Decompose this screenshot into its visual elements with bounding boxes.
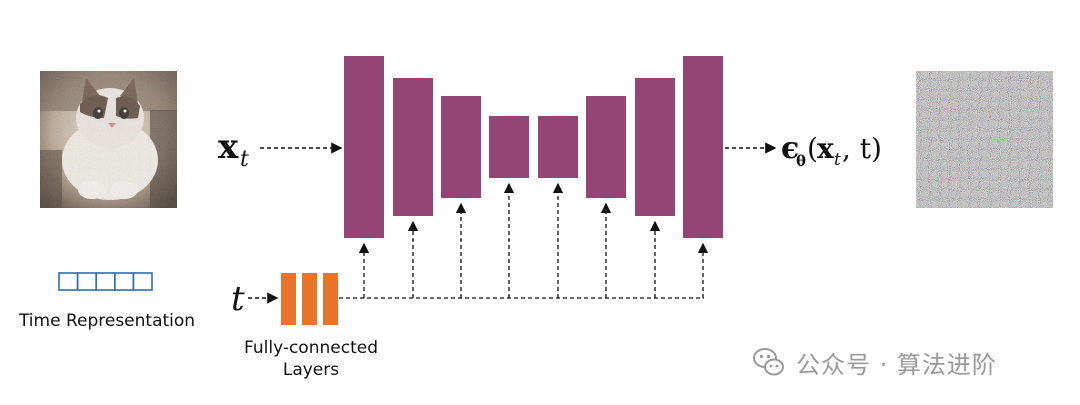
svg-text:x: x bbox=[218, 127, 239, 167]
noise-output-image bbox=[916, 71, 1053, 208]
unet-decoder-block-2 bbox=[635, 78, 675, 216]
svg-text:θ: θ bbox=[796, 152, 806, 170]
time-input-label: t bbox=[231, 279, 245, 319]
time-representation-label: Time Representation bbox=[18, 311, 195, 331]
unet-decoder-block-1 bbox=[586, 96, 626, 198]
svg-text:t: t bbox=[834, 150, 841, 170]
unet-encoder-block-2 bbox=[393, 78, 433, 216]
svg-text:ϵ: ϵ bbox=[781, 131, 799, 166]
watermark: 公众号 · 算法进阶 bbox=[752, 345, 997, 379]
unet-encoder-block-3 bbox=[441, 96, 481, 198]
unet-bottleneck-block-2 bbox=[538, 116, 578, 178]
wechat-icon bbox=[753, 348, 784, 376]
unet-decoder-block-3 bbox=[683, 56, 723, 238]
svg-text:, t): , t) bbox=[842, 132, 882, 165]
fully-connected-layers bbox=[281, 273, 338, 325]
svg-text:(: ( bbox=[807, 132, 818, 165]
svg-text:t: t bbox=[240, 147, 249, 172]
time-embedding-connections bbox=[339, 182, 709, 299]
unet-encoder-block-1 bbox=[344, 56, 384, 238]
svg-text:x: x bbox=[817, 132, 834, 165]
fc-label-line2: Layers bbox=[283, 360, 339, 380]
time-representation-vector bbox=[58, 272, 153, 291]
output-label-eps-theta: ϵ θ ( x t , t) bbox=[781, 131, 882, 170]
unet bbox=[344, 56, 723, 238]
watermark-text: 公众号 · 算法进阶 bbox=[796, 350, 997, 379]
noisy-cat-image bbox=[40, 71, 177, 208]
fc-label-line1: Fully-connected bbox=[244, 338, 378, 358]
input-label-xt: x t bbox=[218, 127, 249, 172]
unet-bottleneck-block-1 bbox=[489, 116, 529, 178]
